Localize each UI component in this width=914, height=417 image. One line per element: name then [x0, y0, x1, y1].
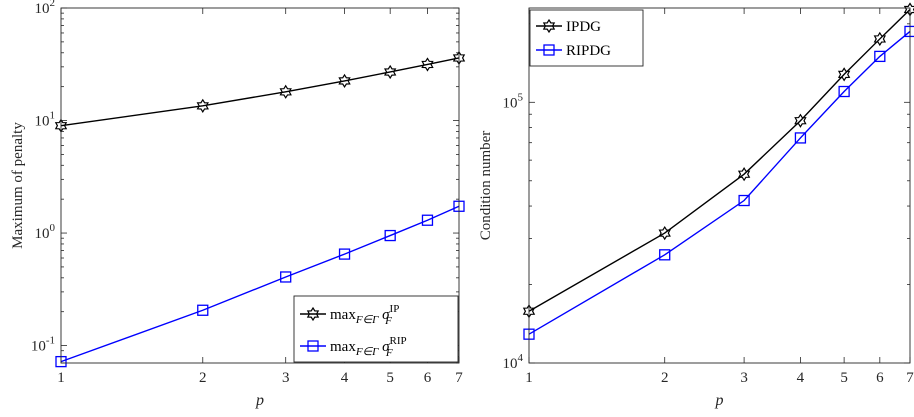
data-point-marker: [280, 271, 292, 283]
data-point-marker: [421, 57, 434, 72]
x-tick-label: 6: [424, 370, 432, 386]
data-point-marker: [338, 248, 351, 260]
axes-frame: [60, 7, 460, 364]
y-tick-label-base: 10: [31, 339, 46, 355]
legend-marker: [307, 340, 319, 352]
legend-label-sub2: F: [384, 315, 392, 327]
y-tick-label: 105: [503, 91, 524, 111]
y-tick-label: 101: [35, 110, 56, 130]
plot-area: [529, 8, 910, 363]
y-tick-label-exp: 5: [518, 91, 524, 103]
y-tick-label-exp: 1: [50, 110, 56, 122]
data-point-marker: [197, 304, 209, 316]
x-tick-label: 7: [906, 370, 914, 386]
series-line: [528, 30, 911, 335]
y-tick-label: 102: [35, 0, 56, 17]
y-tick-label: 104: [503, 352, 524, 372]
legend-label-sup: RIP: [390, 335, 407, 347]
data-point-marker: [338, 73, 351, 89]
legend-label-sym: σ: [382, 339, 390, 355]
series-line: [60, 57, 460, 127]
data-point-marker: [421, 214, 434, 226]
y-tick-label-exp: -1: [46, 335, 55, 347]
legend-marker: [306, 306, 320, 322]
x-tick-label: 5: [386, 370, 394, 386]
data-point-marker: [874, 50, 886, 63]
x-tick-label: 5: [840, 370, 848, 386]
y-tick-label-base: 10: [503, 95, 518, 111]
y-tick-label-base: 10: [35, 226, 50, 242]
legend-label: IPDG: [566, 19, 601, 35]
data-point-marker: [737, 167, 751, 182]
y-tick-label-base: 10: [503, 356, 518, 372]
data-point-marker: [279, 84, 292, 99]
legend-box: [293, 295, 459, 363]
x-tick-label: 1: [57, 370, 65, 386]
x-tick-label: 7: [455, 370, 463, 386]
legend-label-op: max: [330, 339, 356, 355]
data-point-marker: [837, 67, 851, 82]
x-tick-label: 4: [797, 370, 805, 386]
legend-marker: [542, 18, 556, 34]
x-tick-label: 3: [740, 370, 748, 386]
legend-label: maxF∈Γ σRIP F: [330, 335, 407, 359]
data-point-marker: [838, 85, 850, 98]
legend-label-sub2: F: [385, 347, 393, 359]
series-line: [60, 205, 460, 363]
axes-frame: [528, 7, 911, 364]
legend-label-sym: σ: [382, 307, 390, 323]
x-tick-label: 4: [341, 370, 349, 386]
y-tick-label-exp: 4: [518, 352, 524, 364]
y-axis-label: Maximum of penalty: [10, 122, 26, 249]
data-point-marker: [384, 229, 396, 242]
legend-label: RIPDG: [566, 43, 611, 59]
legend-marker: [543, 44, 555, 56]
data-point-marker: [196, 98, 209, 113]
x-tick-label: 1: [525, 370, 533, 386]
y-axis-label: Condition number: [478, 131, 494, 241]
legend-label-op: max: [330, 307, 356, 323]
data-point-marker: [383, 64, 397, 80]
x-tick-label: 6: [876, 370, 884, 386]
data-point-marker: [738, 194, 750, 207]
x-tick-label: 3: [282, 370, 290, 386]
legend-label-sup: IP: [390, 303, 400, 315]
data-point-marker: [873, 31, 886, 47]
x-axis-label: p: [715, 392, 724, 409]
data-point-marker: [794, 113, 807, 128]
y-tick-label: 10-1: [31, 335, 55, 355]
data-point-marker: [794, 132, 807, 144]
legend: IPDG RIPDG: [529, 9, 644, 67]
y-tick-label-exp: 2: [50, 0, 56, 9]
legend-label-sub: F∈Γ: [355, 346, 379, 358]
y-tick-label-base: 10: [35, 114, 50, 130]
data-point-marker: [658, 225, 671, 241]
y-tick-label-base: 10: [35, 1, 50, 17]
x-tick-label: 2: [661, 370, 669, 386]
x-tick-label: 2: [199, 370, 207, 386]
series-line: [528, 8, 911, 312]
legend-label: maxF∈Γ σIP F: [330, 303, 399, 327]
legend-label-sub: F∈Γ: [355, 314, 379, 326]
data-point-marker: [659, 249, 671, 261]
y-tick-label-exp: 0: [50, 222, 56, 234]
x-axis-label: p: [255, 392, 264, 409]
y-tick-label: 100: [35, 222, 56, 242]
